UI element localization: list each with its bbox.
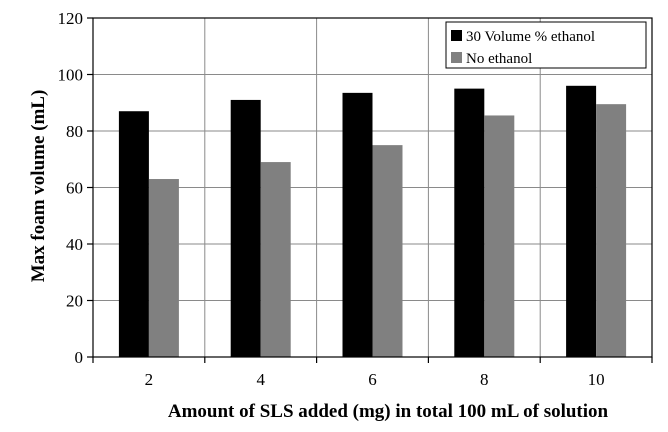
bar-no-ethanol-8 — [484, 115, 515, 358]
tick-labels: 0 20 40 60 80 100 120 2 4 6 8 10 — [58, 9, 605, 389]
bar-no-ethanol-4 — [260, 162, 291, 357]
legend-swatch-30-volume-ethanol — [451, 30, 462, 41]
bar-no-ethanol-10 — [596, 104, 627, 357]
y-tick-label-120: 120 — [58, 9, 84, 28]
y-tick-label-60: 60 — [66, 179, 83, 198]
y-tick-label-20: 20 — [66, 292, 83, 311]
y-axis-title: Max foam volume (mL) — [28, 90, 49, 283]
x-tick-label-8: 8 — [480, 370, 489, 389]
legend-box — [445, 21, 647, 69]
y-tick-label-40: 40 — [66, 235, 83, 254]
bar-ethanol-6 — [342, 92, 373, 358]
x-axis-title: Amount of SLS added (mg) in total 100 mL… — [168, 401, 609, 422]
axes — [87, 17, 653, 363]
y-tick-label-80: 80 — [66, 122, 83, 141]
bar-no-ethanol-2 — [148, 179, 179, 357]
y-tick-label-100: 100 — [58, 66, 84, 85]
bar-no-ethanol-6 — [372, 145, 403, 357]
legend-label-no-ethanol: No ethanol — [466, 51, 532, 67]
x-tick-label-10: 10 — [588, 370, 605, 389]
legend: 30 Volume % ethanol No ethanol — [445, 21, 647, 69]
legend-label-30-volume-ethanol: 30 Volume % ethanol — [466, 29, 595, 45]
legend-swatch-no-ethanol — [451, 52, 462, 63]
bar-ethanol-4 — [230, 99, 261, 358]
x-tick-label-6: 6 — [368, 370, 377, 389]
bars — [118, 85, 627, 358]
bar-ethanol-2 — [118, 111, 149, 357]
bar-ethanol-10 — [566, 85, 597, 358]
y-tick-label-0: 0 — [75, 348, 84, 367]
x-tick-label-4: 4 — [256, 370, 265, 389]
bar-ethanol-8 — [454, 88, 485, 357]
x-tick-label-2: 2 — [145, 370, 154, 389]
